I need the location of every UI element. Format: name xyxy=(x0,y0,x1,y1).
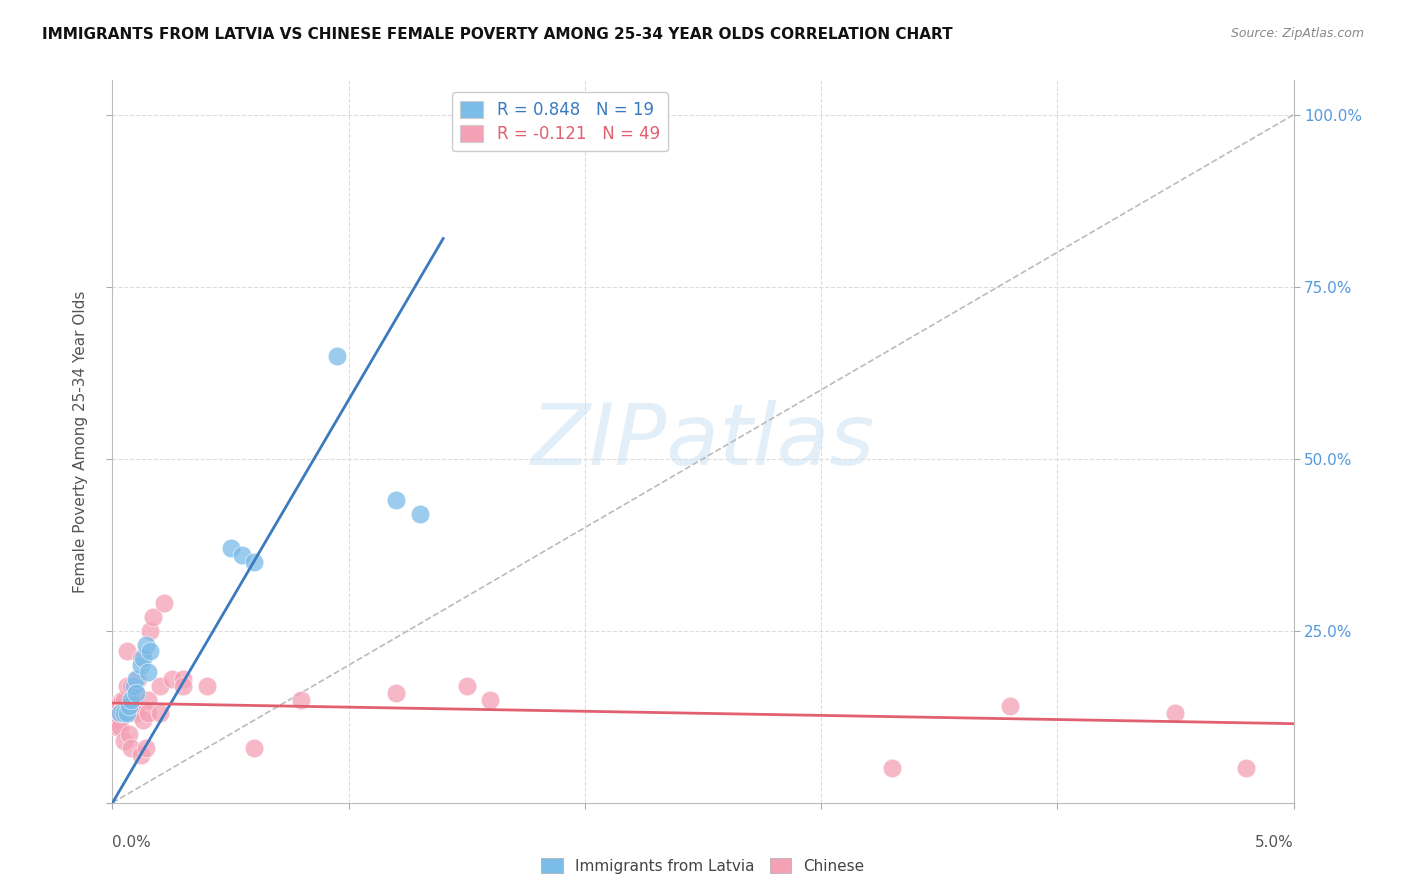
Text: Source: ZipAtlas.com: Source: ZipAtlas.com xyxy=(1230,27,1364,40)
Point xyxy=(149,706,172,721)
Point xyxy=(112,699,135,714)
Point xyxy=(129,658,152,673)
Point xyxy=(385,686,408,700)
Point xyxy=(243,555,266,569)
Point xyxy=(125,672,148,686)
Point xyxy=(243,740,266,755)
Point xyxy=(479,692,502,706)
Point xyxy=(122,692,145,706)
Point xyxy=(136,706,159,721)
Point xyxy=(456,679,478,693)
Point xyxy=(136,665,159,679)
Point xyxy=(108,720,131,734)
Point xyxy=(153,596,176,610)
Point xyxy=(120,740,142,755)
Point xyxy=(135,638,157,652)
Point xyxy=(125,699,148,714)
Point xyxy=(160,672,183,686)
Point xyxy=(136,692,159,706)
Point xyxy=(112,692,135,706)
Point xyxy=(129,747,152,762)
Point xyxy=(408,507,430,521)
Point xyxy=(142,610,165,624)
Point xyxy=(115,679,138,693)
Text: 5.0%: 5.0% xyxy=(1254,835,1294,850)
Point xyxy=(172,672,194,686)
Point xyxy=(103,699,125,714)
Point xyxy=(231,548,253,562)
Point xyxy=(115,706,138,721)
Y-axis label: Female Poverty Among 25-34 Year Olds: Female Poverty Among 25-34 Year Olds xyxy=(73,291,89,592)
Point xyxy=(104,713,127,727)
Legend: R = 0.848   N = 19, R = -0.121   N = 49: R = 0.848 N = 19, R = -0.121 N = 49 xyxy=(451,92,668,151)
Point xyxy=(112,734,135,748)
Point xyxy=(112,706,135,721)
Legend: Immigrants from Latvia, Chinese: Immigrants from Latvia, Chinese xyxy=(536,852,870,880)
Point xyxy=(132,651,155,665)
Point xyxy=(127,672,149,686)
Point xyxy=(219,541,242,556)
Point xyxy=(385,493,408,508)
Point xyxy=(149,679,172,693)
Point xyxy=(105,720,128,734)
Point xyxy=(135,740,157,755)
Point xyxy=(129,651,152,665)
Point xyxy=(120,679,142,693)
Point xyxy=(172,679,194,693)
Point xyxy=(108,706,131,721)
Point xyxy=(125,686,148,700)
Point xyxy=(108,699,131,714)
Text: IMMIGRANTS FROM LATVIA VS CHINESE FEMALE POVERTY AMONG 25-34 YEAR OLDS CORRELATI: IMMIGRANTS FROM LATVIA VS CHINESE FEMALE… xyxy=(42,27,953,42)
Point xyxy=(111,706,134,721)
Point xyxy=(880,761,903,775)
Point xyxy=(122,679,145,693)
Point xyxy=(105,699,128,714)
Point xyxy=(326,349,349,363)
Point xyxy=(111,692,134,706)
Point xyxy=(104,706,127,721)
Point xyxy=(195,679,218,693)
Point xyxy=(139,624,162,638)
Point xyxy=(118,706,141,721)
Point xyxy=(125,686,148,700)
Point xyxy=(120,692,142,706)
Point xyxy=(1164,706,1187,721)
Point xyxy=(115,644,138,658)
Point xyxy=(132,713,155,727)
Point xyxy=(118,699,141,714)
Point xyxy=(108,706,131,721)
Point xyxy=(118,727,141,741)
Point xyxy=(125,706,148,721)
Point xyxy=(139,644,162,658)
Point xyxy=(290,692,312,706)
Text: ZIPatlas: ZIPatlas xyxy=(531,400,875,483)
Point xyxy=(998,699,1021,714)
Point xyxy=(1234,761,1257,775)
Text: 0.0%: 0.0% xyxy=(112,835,152,850)
Point xyxy=(105,713,128,727)
